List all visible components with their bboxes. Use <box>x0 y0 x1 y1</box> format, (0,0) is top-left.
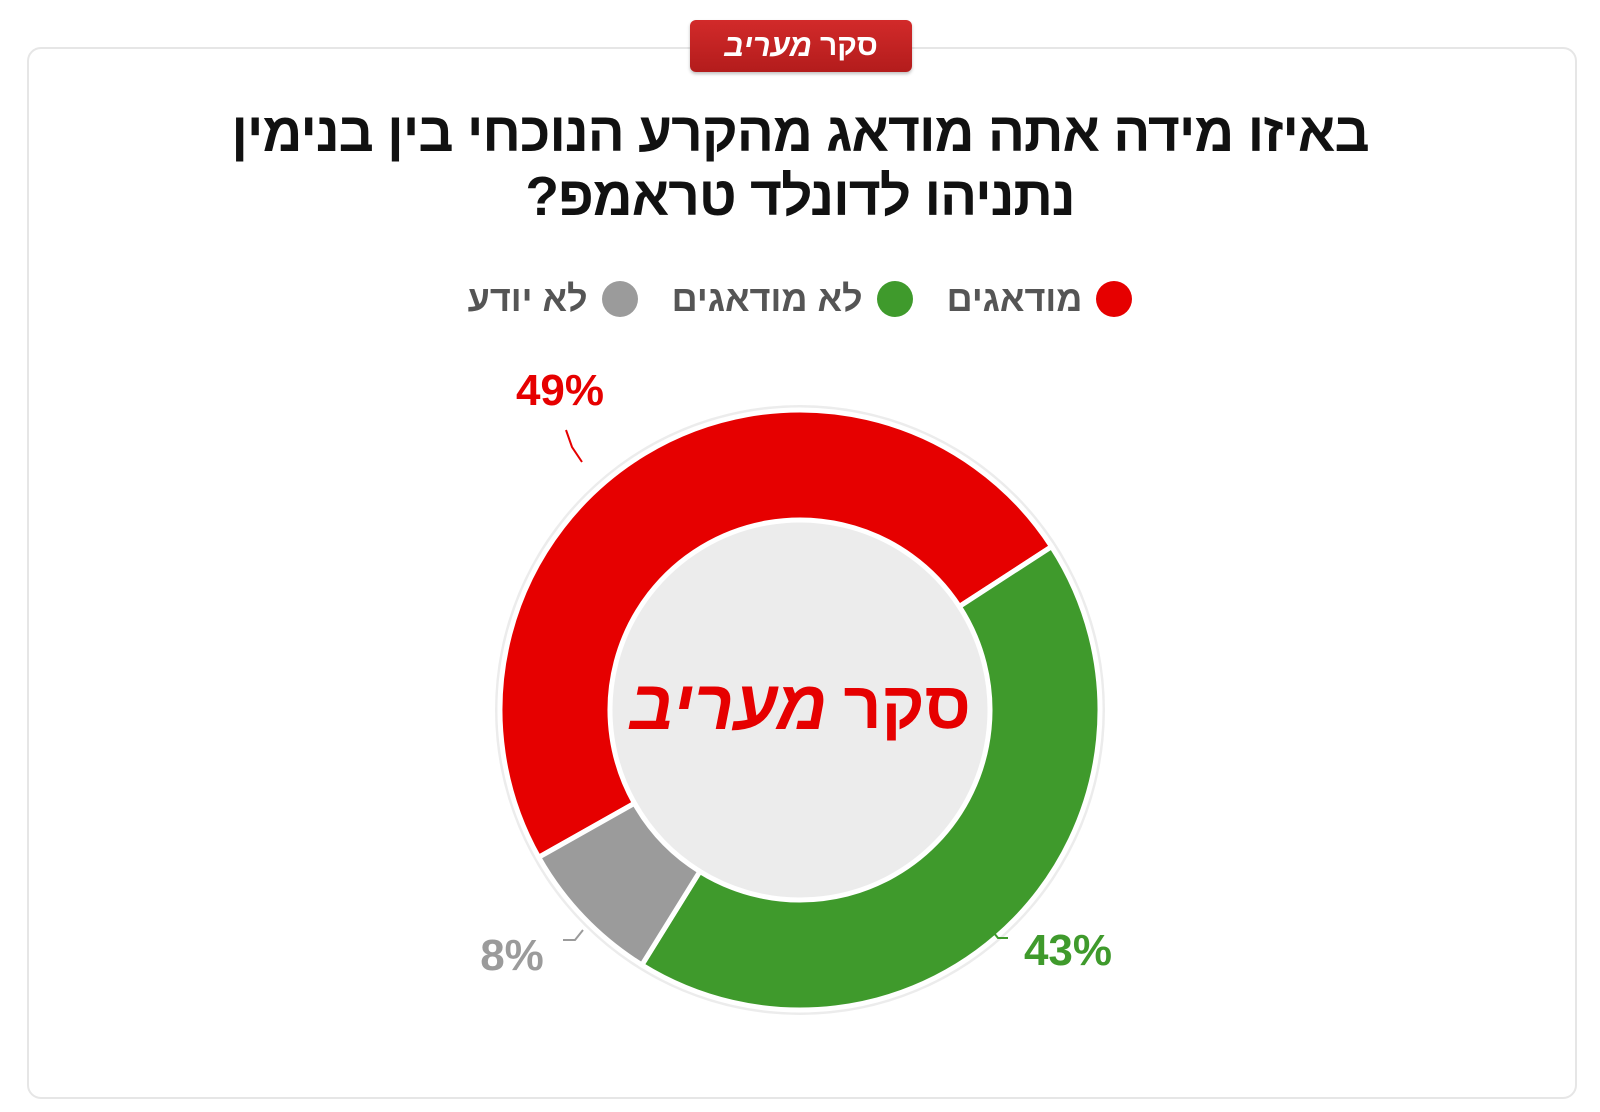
legend-item-dont-know: לא יודע <box>468 278 638 320</box>
data-label-dont-know: 8% <box>480 931 544 980</box>
center-logo-prefix: סקר <box>843 668 971 742</box>
legend-label-concerned: מודאגים <box>946 278 1083 319</box>
legend-label-dont-know: לא יודע <box>467 278 588 319</box>
legend-item-not-concerned: לא מודאגים <box>672 278 913 320</box>
donut-slice-not-concerned <box>638 543 1103 1013</box>
leader-line-dont-know <box>563 929 584 941</box>
leader-line-concerned <box>565 429 583 463</box>
legend-swatch-concerned <box>1096 281 1133 317</box>
badge-prefix: סקר <box>819 29 878 62</box>
data-label-concerned: 49% <box>516 366 604 415</box>
badge-brand: מעריב <box>724 28 812 63</box>
legend-swatch-not-concerned <box>876 281 913 317</box>
donut-slice-concerned <box>497 407 1056 861</box>
legend-swatch-dont-know <box>601 281 638 317</box>
chart-title: באיזו מידה אתה מודאג מהקרע הנוכחי בין בנ… <box>231 101 1369 227</box>
leader-line-not-concerned <box>989 927 1008 939</box>
legend-label-not-concerned: לא מודאגים <box>671 278 863 319</box>
donut-slice-dont-know <box>535 799 704 969</box>
poll-badge: סקר מעריב <box>690 20 912 72</box>
center-logo-brand: מעריב <box>629 666 828 744</box>
data-label-not-concerned: 43% <box>1024 926 1112 975</box>
chart-legend: מודאגים לא מודאגים לא יודע <box>400 278 1200 320</box>
center-logo: סקר מעריב <box>600 660 1000 750</box>
legend-item-concerned: מודאגים <box>947 278 1133 320</box>
